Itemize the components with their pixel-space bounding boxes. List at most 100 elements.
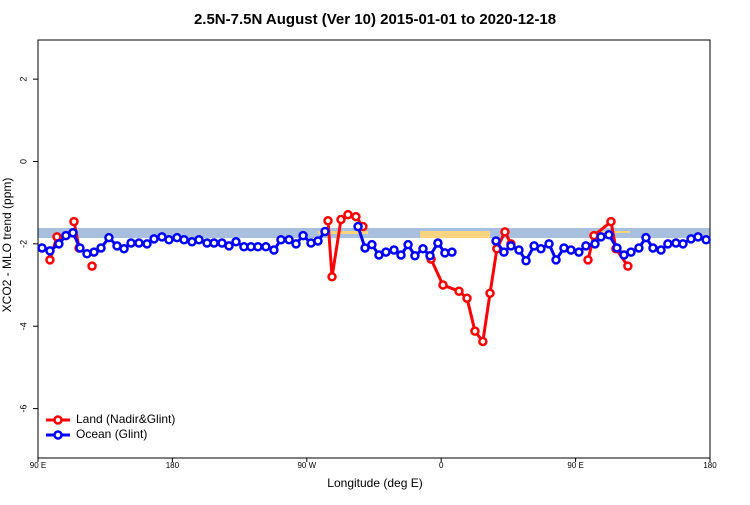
data-point (491, 236, 501, 246)
data-point (179, 234, 189, 245)
land-mask (420, 228, 490, 238)
data-point (276, 234, 286, 245)
data-point (641, 232, 651, 243)
data-point (514, 245, 524, 255)
data-point (604, 230, 614, 240)
data-point (126, 238, 136, 248)
data-point (634, 243, 644, 253)
data-point (701, 234, 711, 245)
data-point (596, 232, 606, 242)
x-tick-label: 90 E (30, 461, 46, 470)
data-point (119, 244, 129, 254)
data-point (454, 286, 464, 296)
legend-label: Land (Nadir&Glint) (76, 412, 175, 426)
x-tick-label: 90 W (297, 461, 316, 470)
data-point (403, 239, 413, 250)
x-tick-label: 0 (439, 461, 444, 470)
data-point (269, 245, 279, 255)
ocean-mask (38, 228, 710, 231)
legend-label: Ocean (Glint) (76, 427, 147, 441)
data-point (194, 234, 204, 245)
data-point (470, 326, 480, 336)
data-point (499, 247, 509, 257)
legend-marker (53, 415, 63, 425)
data-point (521, 255, 531, 266)
y-tick-label: -2 (18, 240, 28, 248)
data-point (581, 241, 591, 251)
data-point (500, 227, 510, 237)
data-point (590, 239, 600, 249)
data-point (134, 238, 144, 248)
data-point (606, 216, 616, 227)
data-point (381, 247, 391, 257)
data-point (656, 245, 666, 255)
data-point (142, 239, 152, 249)
data-point (367, 239, 377, 250)
data-point (284, 234, 294, 245)
data-point (410, 251, 420, 261)
y-axis-label: XCO2 - MLO trend (ppm) (0, 178, 14, 313)
data-point (353, 221, 363, 232)
data-point (313, 236, 323, 246)
x-tick-label: 90 E (567, 461, 583, 470)
data-point (663, 239, 673, 249)
data-point (87, 261, 97, 271)
data-point (648, 243, 658, 253)
data-point (69, 216, 79, 227)
y-tick-label: 0 (18, 159, 28, 164)
data-point (89, 247, 99, 257)
data-point (323, 216, 333, 226)
data-point (37, 243, 47, 253)
data-point (351, 211, 361, 222)
data-point (327, 272, 337, 282)
data-point (298, 230, 308, 241)
y-tick-label: 2 (18, 77, 28, 82)
data-point (418, 244, 428, 254)
data-point (447, 247, 457, 257)
y-tick-label: -4 (18, 322, 28, 330)
data-point (164, 234, 174, 245)
x-tick-label: 180 (166, 461, 180, 470)
data-point (612, 243, 622, 253)
data-point (551, 255, 561, 265)
data-point (336, 214, 346, 225)
data-point (54, 239, 64, 249)
data-point (438, 280, 448, 290)
data-point (45, 246, 55, 256)
data-point (253, 241, 263, 252)
data-point (506, 241, 516, 251)
x-tick-label: 180 (703, 461, 717, 470)
data-point (396, 250, 406, 260)
x-axis-label: Longitude (deg E) (327, 476, 422, 490)
data-point (623, 261, 633, 271)
chart-title: 2.5N-7.5N August (Ver 10) 2015-01-01 to … (194, 11, 556, 28)
data-point (320, 226, 330, 237)
data-point (96, 243, 106, 253)
data-point (574, 247, 584, 257)
data-point (566, 245, 576, 255)
data-point (149, 234, 159, 244)
data-point (626, 247, 636, 257)
data-point (536, 244, 546, 254)
data-point (45, 255, 55, 265)
data-point (583, 255, 593, 265)
data-point (209, 238, 219, 248)
data-point (485, 288, 495, 299)
data-point (104, 232, 114, 243)
data-point (224, 241, 234, 251)
data-point (75, 243, 85, 253)
data-point (291, 239, 301, 249)
data-point (425, 251, 435, 261)
data-point (261, 241, 271, 252)
series-line (429, 228, 513, 346)
y-tick-label: -6 (18, 405, 28, 413)
ocean-mask (38, 228, 710, 238)
data-point (343, 209, 353, 220)
data-point (231, 237, 241, 247)
data-point (478, 336, 488, 347)
data-point (68, 227, 78, 238)
legend-marker (53, 430, 63, 440)
data-point (544, 239, 554, 249)
